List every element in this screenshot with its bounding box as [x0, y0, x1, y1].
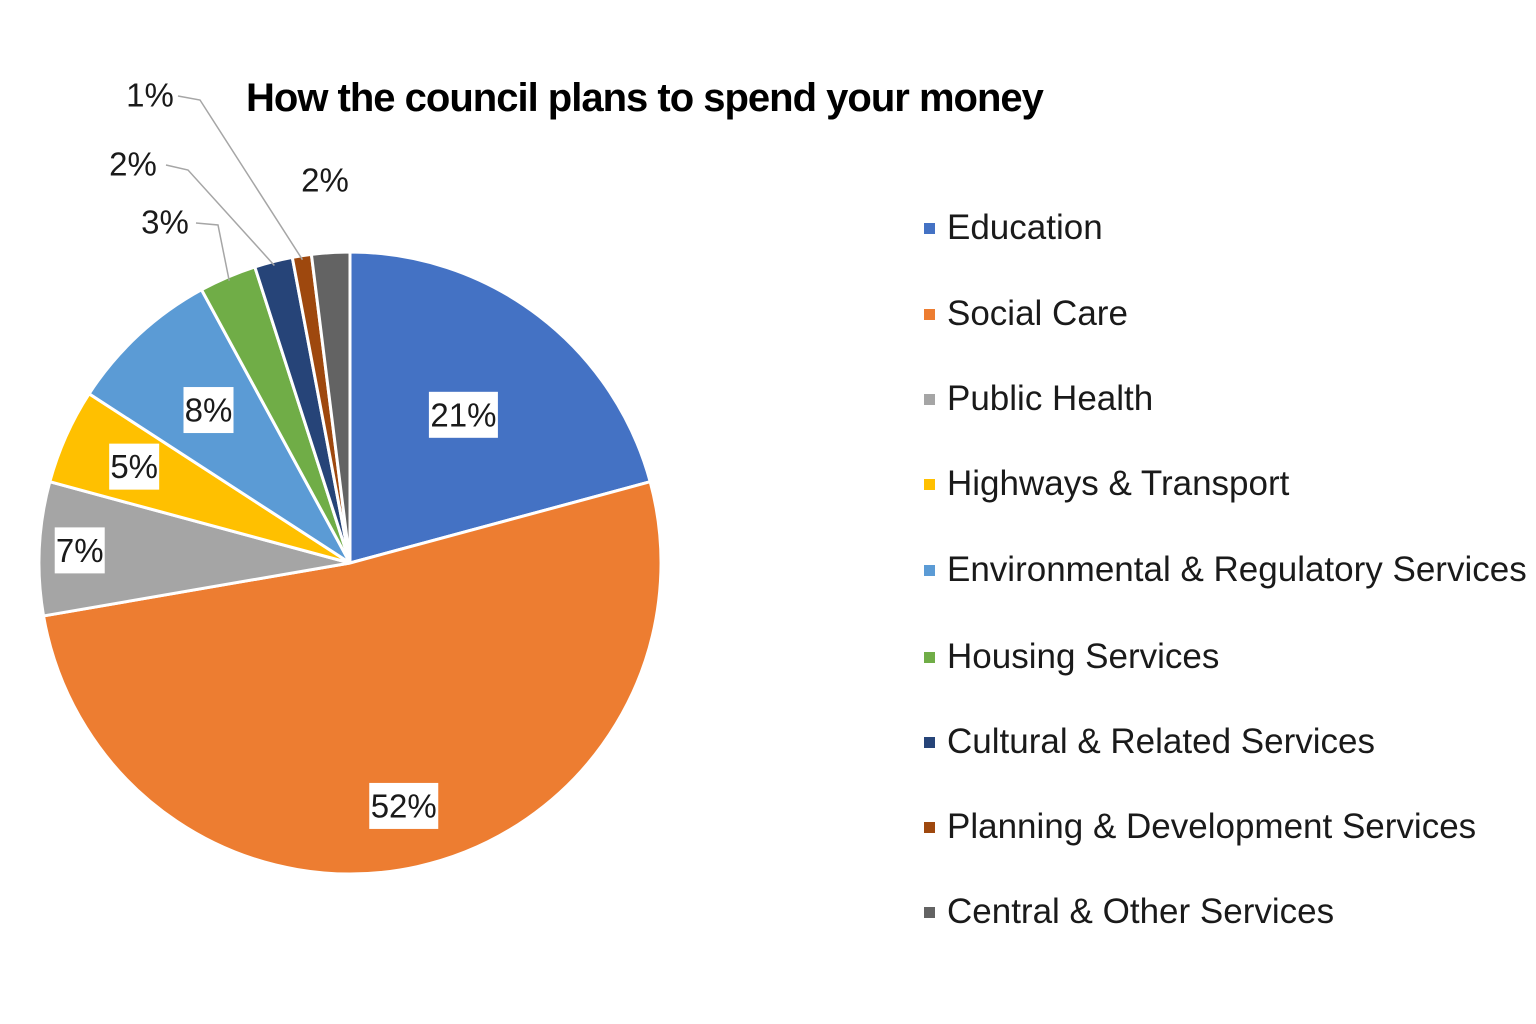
legend-label: Highways & Transport [947, 464, 1290, 503]
data-label-public-health: 7% [54, 527, 105, 574]
chart-title: How the council plans to spend your mone… [246, 76, 1044, 120]
legend-item-social-care: Social Care [924, 292, 1128, 336]
legend-label: Environmental & Regulatory Services [947, 550, 1527, 589]
svg-text:52%: 52% [371, 787, 437, 824]
data-label-planning-and-development-services: 1% [126, 77, 174, 114]
svg-text:5%: 5% [110, 448, 158, 485]
legend-swatch [924, 564, 935, 576]
data-label-central-and-other-services: 2% [301, 162, 349, 199]
legend-item-cultural-and-related-services: Cultural & Related Services [924, 720, 1375, 764]
svg-text:8%: 8% [185, 392, 233, 429]
pie-slice-social-care [41, 479, 663, 876]
data-label-highways-and-transport: 5% [109, 443, 160, 490]
legend-swatch [924, 393, 935, 405]
legend-item-planning-and-development-services: Planning & Development Services [924, 805, 1476, 849]
legend-label: Public Health [947, 379, 1154, 418]
legend-label: Cultural & Related Services [947, 722, 1375, 761]
legend-label: Central & Other Services [947, 892, 1335, 931]
legend-swatch [924, 308, 935, 320]
legend-label: Planning & Development Services [947, 807, 1477, 846]
legend-swatch [924, 651, 935, 663]
data-label-social-care: 52% [369, 782, 439, 829]
legend-item-education: Education [924, 206, 1103, 250]
legend-swatch [924, 478, 935, 490]
data-label-education: 21% [428, 391, 498, 438]
leader-line-planning-and-development-services [177, 95, 304, 261]
svg-text:7%: 7% [56, 532, 104, 569]
pie-slice-central-and-other-services [309, 250, 352, 564]
leader-line-cultural-and-related-services [165, 164, 275, 266]
legend-swatch [924, 736, 935, 748]
legend-item-highways-and-transport: Highways & Transport [924, 462, 1289, 506]
legend-label: Housing Services [947, 637, 1220, 676]
svg-text:21%: 21% [430, 396, 496, 433]
leader-line-housing-services [195, 222, 230, 281]
data-label-environmental-and-regulatory-services: 8% [183, 387, 234, 434]
legend-item-public-health: Public Health [924, 377, 1153, 421]
legend-swatch [924, 906, 935, 918]
legend-swatch [924, 821, 935, 833]
pie-slice-education [348, 250, 653, 565]
data-label-cultural-and-related-services: 2% [109, 146, 157, 183]
legend-item-central-and-other-services: Central & Other Services [924, 890, 1334, 934]
legend-item-housing-services: Housing Services [924, 635, 1219, 679]
legend-item-environmental-and-regulatory-services: Environmental & Regulatory Services [924, 548, 1527, 592]
data-label-housing-services: 3% [141, 204, 189, 241]
pie-slice-public-health [37, 479, 351, 618]
legend-label: Social Care [947, 294, 1128, 333]
legend-swatch [924, 222, 935, 234]
legend-label: Education [947, 208, 1103, 247]
